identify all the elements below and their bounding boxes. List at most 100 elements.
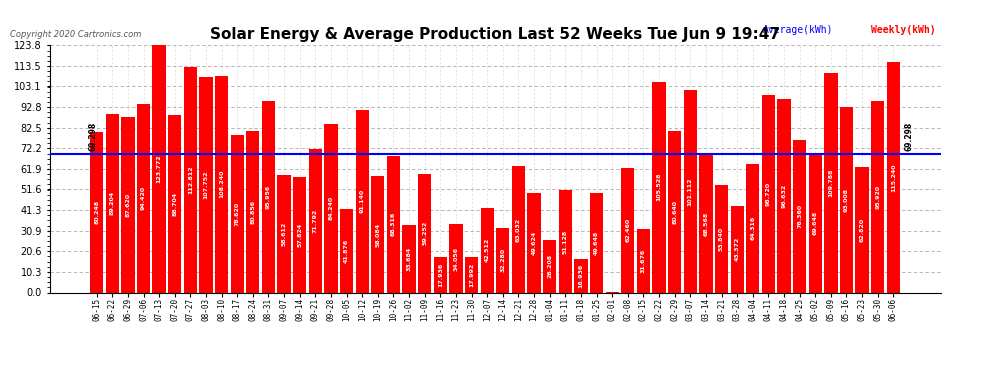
Bar [231,135,244,292]
Text: 26.208: 26.208 [547,254,552,278]
Bar [496,228,510,292]
Text: 96.632: 96.632 [781,184,786,208]
Bar [371,176,384,292]
Text: 112.812: 112.812 [188,165,193,194]
Text: 84.240: 84.240 [329,196,334,220]
Bar [355,110,369,292]
Text: 80.248: 80.248 [94,200,99,224]
Title: Solar Energy & Average Production Last 52 Weeks Tue Jun 9 19:47: Solar Energy & Average Production Last 5… [210,27,780,42]
Bar [434,256,446,292]
Bar [684,90,697,292]
Bar [512,166,525,292]
Text: Copyright 2020 Cartronics.com: Copyright 2020 Cartronics.com [10,30,142,39]
Bar [652,81,665,292]
Text: 34.056: 34.056 [453,246,458,270]
Text: 32.280: 32.280 [500,248,505,272]
Text: 49.624: 49.624 [532,231,537,255]
Bar [715,185,729,292]
Bar [277,176,291,292]
Bar [293,177,306,292]
Text: 80.856: 80.856 [250,200,255,224]
Text: 62.460: 62.460 [626,218,631,242]
Bar [247,131,259,292]
Text: 17.936: 17.936 [438,262,443,287]
Bar [418,174,432,292]
Text: 101.112: 101.112 [688,177,693,206]
Bar [215,76,229,292]
Bar [449,224,462,292]
Text: 31.676: 31.676 [641,249,645,273]
Text: 91.140: 91.140 [359,189,364,213]
Bar [793,140,806,292]
Text: 51.128: 51.128 [562,229,568,254]
Text: 78.620: 78.620 [235,202,240,226]
Bar [325,124,338,292]
Bar [137,104,150,292]
Bar [168,115,181,292]
Bar [121,117,135,292]
Bar [637,229,650,292]
Bar [309,149,322,292]
Bar [887,62,900,292]
Bar [340,209,353,292]
Text: 69.298: 69.298 [904,122,914,151]
Text: 80.640: 80.640 [672,200,677,224]
Text: 43.372: 43.372 [735,237,740,261]
Bar [621,168,635,292]
Bar [403,225,416,292]
Text: 64.316: 64.316 [750,216,755,240]
Text: 71.792: 71.792 [313,209,318,233]
Bar [106,114,119,292]
Text: 108.240: 108.240 [219,170,224,198]
Text: Weekly(kWh): Weekly(kWh) [871,25,937,35]
Text: 59.252: 59.252 [422,221,428,245]
Text: 123.772: 123.772 [156,154,161,183]
Text: 33.684: 33.684 [407,247,412,271]
Text: 68.316: 68.316 [391,212,396,236]
Bar [465,256,478,292]
Text: 95.956: 95.956 [266,184,271,209]
Bar [544,240,556,292]
Text: 49.648: 49.648 [594,231,599,255]
Bar [199,77,213,292]
Text: 109.788: 109.788 [829,168,834,197]
Bar [261,100,275,292]
Text: 58.612: 58.612 [281,222,286,246]
Text: 53.840: 53.840 [719,226,724,251]
Bar [590,193,603,292]
Bar [699,155,713,292]
Text: 17.992: 17.992 [469,262,474,286]
Text: 58.084: 58.084 [375,222,380,246]
Text: 105.528: 105.528 [656,173,661,201]
Bar [90,132,103,292]
Text: 89.204: 89.204 [110,191,115,215]
Text: 115.240: 115.240 [891,163,896,192]
Bar [480,207,494,292]
Text: Average(kWh): Average(kWh) [763,25,834,35]
Bar [809,153,822,292]
Text: 93.008: 93.008 [844,188,849,211]
Text: 16.936: 16.936 [578,264,583,288]
Bar [731,206,743,292]
Text: 62.820: 62.820 [859,217,864,242]
Bar [855,167,869,292]
Text: 107.752: 107.752 [204,171,209,199]
Text: 63.032: 63.032 [516,217,521,242]
Bar [825,73,838,292]
Bar [777,99,791,292]
Text: 69.298: 69.298 [89,122,98,151]
Bar [184,67,197,292]
Bar [668,131,681,292]
Text: 69.648: 69.648 [813,211,818,235]
Bar [387,156,400,292]
Bar [746,164,759,292]
Bar [761,95,775,292]
Bar [528,193,541,292]
Bar [871,101,884,292]
Text: 94.420: 94.420 [141,186,146,210]
Bar [152,45,165,292]
Bar [840,106,853,292]
Text: 41.876: 41.876 [345,238,349,263]
Text: 57.824: 57.824 [297,223,302,247]
Text: 95.920: 95.920 [875,184,880,209]
